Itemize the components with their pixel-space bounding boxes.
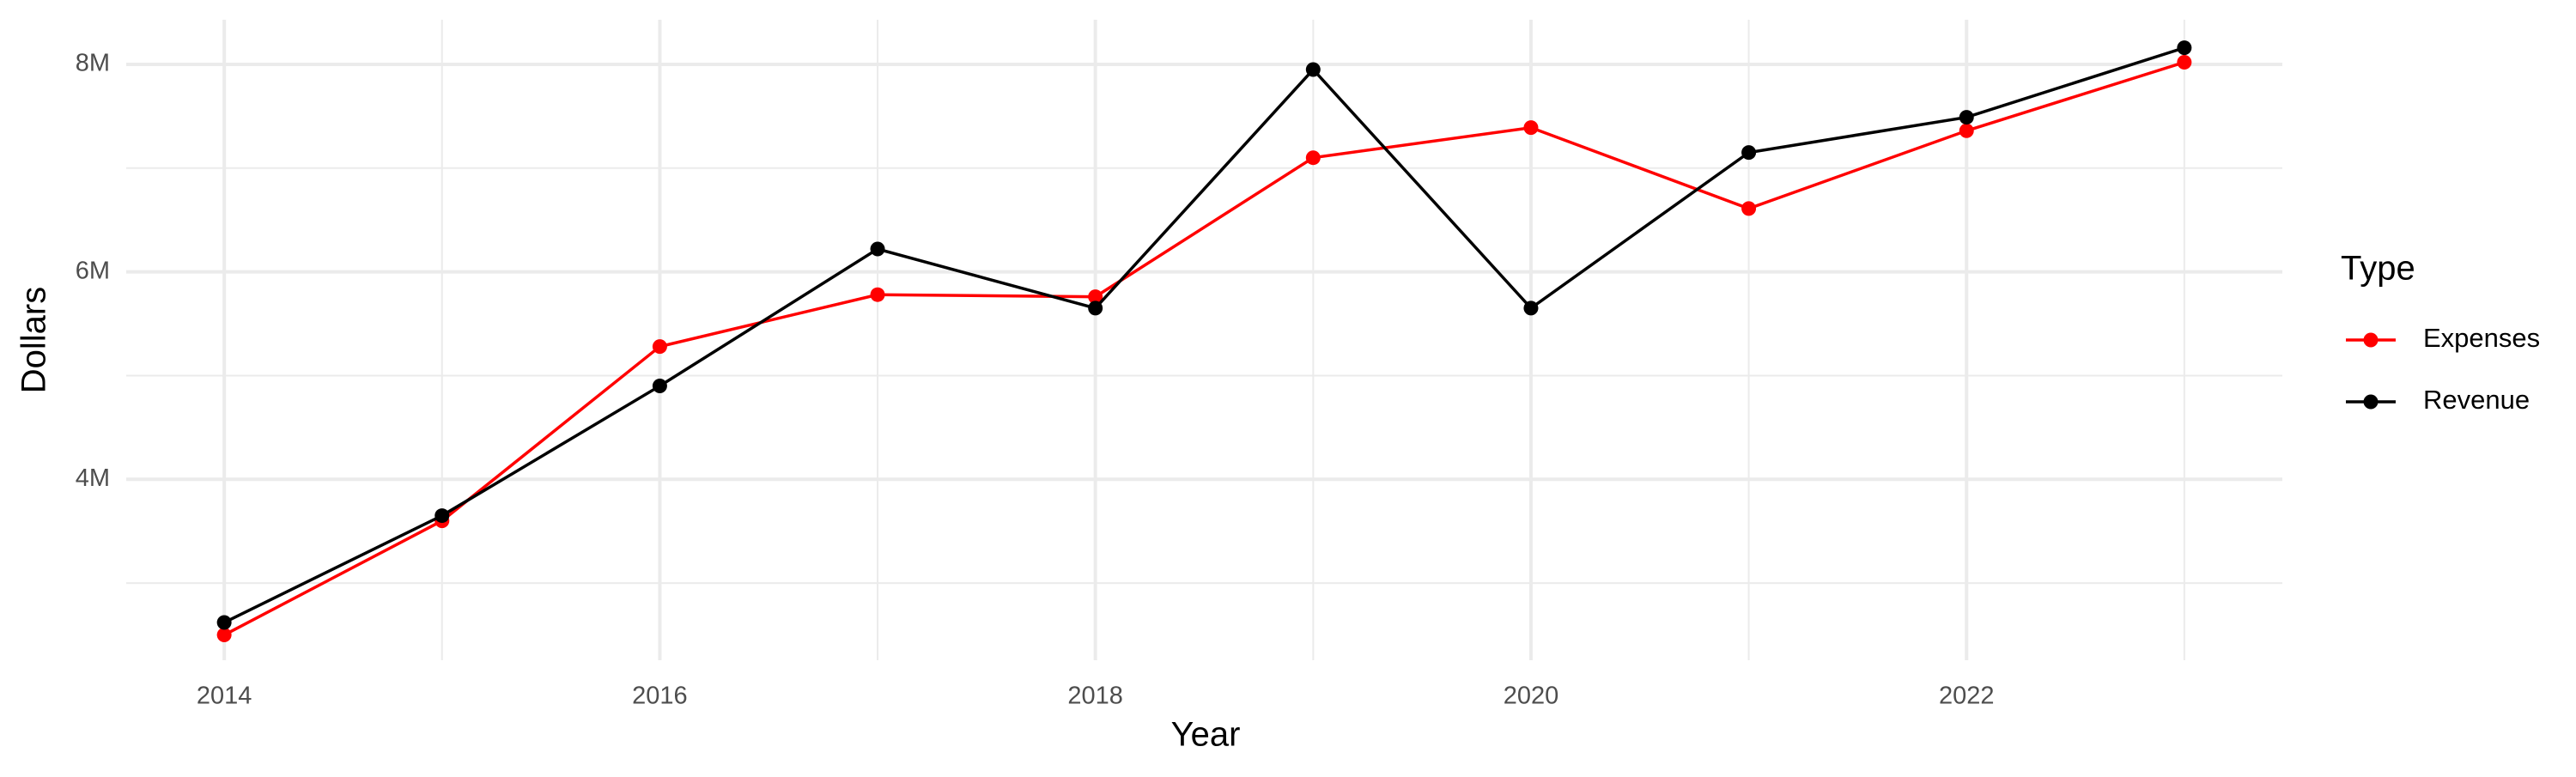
y-tick-label: 4M — [76, 464, 110, 492]
data-point — [1741, 145, 1757, 161]
x-tick-label: 2022 — [1939, 683, 1995, 710]
data-point — [1523, 120, 1539, 136]
legend-title: Type — [2341, 250, 2415, 288]
data-point — [1088, 300, 1103, 316]
data-point — [652, 339, 667, 355]
x-tick-label: 2018 — [1067, 683, 1123, 710]
data-point — [1959, 110, 1974, 125]
data-point — [216, 628, 232, 643]
data-point — [1959, 123, 1974, 138]
legend-label: Expenses — [2423, 323, 2540, 353]
x-axis-title: Year — [1171, 716, 1241, 754]
data-point — [216, 615, 232, 630]
legend-marker — [2363, 332, 2379, 348]
series-line — [223, 46, 2185, 624]
data-point — [870, 241, 885, 257]
data-point — [2177, 40, 2192, 56]
y-axis-title: Dollars — [15, 287, 53, 393]
x-tick-label: 2020 — [1504, 683, 1559, 710]
legend-label: Revenue — [2423, 385, 2530, 415]
data-point — [1523, 300, 1539, 316]
data-point — [1088, 289, 1103, 305]
x-tick-label: 2014 — [197, 683, 252, 710]
data-point — [1305, 150, 1321, 166]
legend-marker — [2363, 394, 2379, 410]
data-point — [1741, 201, 1757, 216]
data-point — [1305, 62, 1321, 77]
y-tick-label: 8M — [76, 50, 110, 77]
data-point — [2177, 55, 2192, 70]
y-tick-label: 6M — [76, 257, 110, 284]
data-point — [870, 287, 885, 302]
data-point — [434, 508, 450, 524]
x-tick-label: 2016 — [632, 683, 688, 710]
series-line — [223, 60, 2185, 637]
data-point — [652, 379, 667, 394]
